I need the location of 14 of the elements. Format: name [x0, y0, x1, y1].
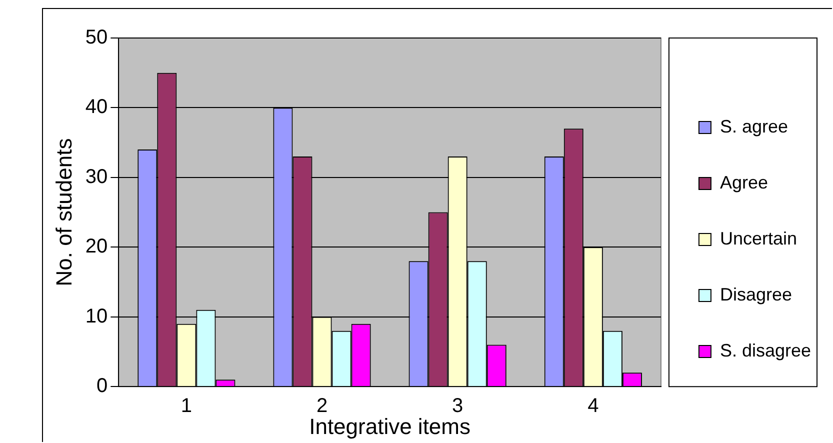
y-tick-label: 30	[85, 166, 108, 188]
legend-label: S. disagree	[720, 340, 812, 360]
legend-label: Uncertain	[720, 228, 797, 248]
y-tick-label: 0	[96, 375, 108, 398]
legend-label: S. agree	[720, 116, 788, 136]
legend-label: Disagree	[720, 284, 792, 304]
y-tick-label: 10	[85, 305, 108, 328]
legend-label: Agree	[720, 172, 768, 192]
y-tick-label: 50	[85, 26, 108, 49]
y-axis-title: No. of students	[51, 138, 76, 286]
y-tick-label: 20	[85, 236, 108, 258]
y-tick-label: 40	[85, 96, 108, 118]
x-tick-label: 1	[180, 395, 192, 418]
x-tick-label: 4	[588, 395, 599, 418]
